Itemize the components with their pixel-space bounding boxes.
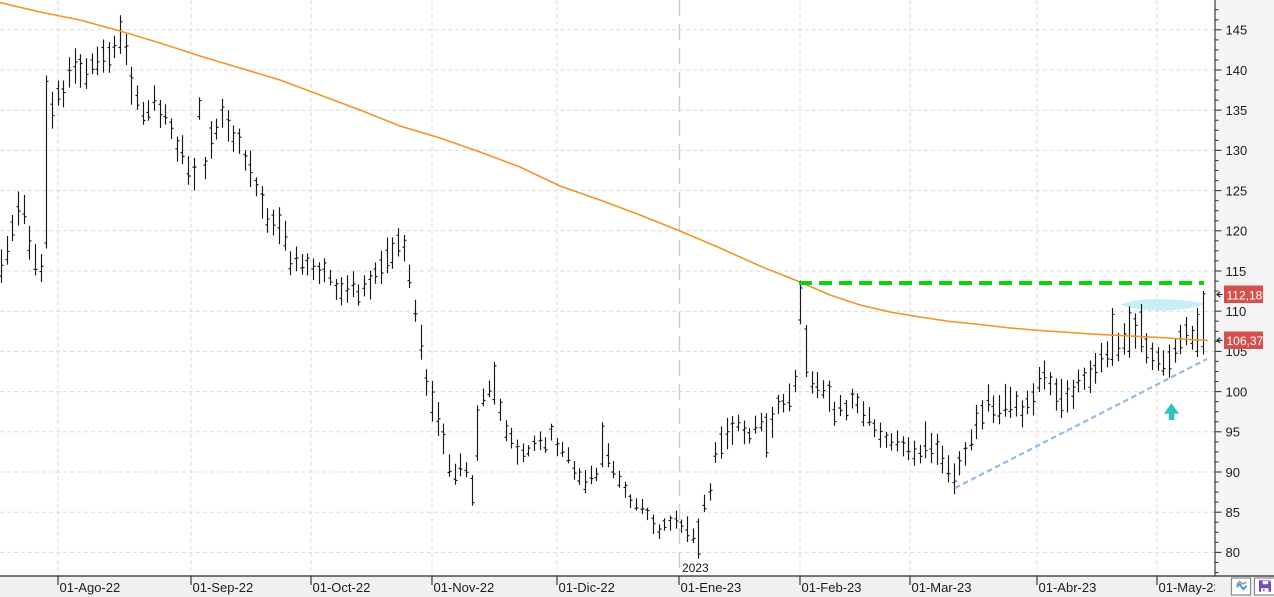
svg-text:01-Ene-23: 01-Ene-23 — [681, 580, 742, 595]
svg-text:2023: 2023 — [682, 561, 709, 575]
svg-text:01-Dic-22: 01-Dic-22 — [559, 580, 615, 595]
svg-text:01-May-23: 01-May-23 — [1159, 580, 1221, 595]
svg-text:80: 80 — [1226, 545, 1240, 560]
svg-text:110: 110 — [1226, 304, 1247, 319]
svg-text:01-Feb-23: 01-Feb-23 — [802, 580, 862, 595]
svg-text:140: 140 — [1226, 63, 1248, 78]
svg-text:112,18: 112,18 — [1227, 288, 1263, 302]
svg-text:95: 95 — [1226, 425, 1240, 440]
svg-text:90: 90 — [1226, 465, 1240, 480]
svg-text:85: 85 — [1226, 505, 1240, 520]
svg-text:115: 115 — [1226, 264, 1247, 279]
svg-text:01-Oct-22: 01-Oct-22 — [313, 580, 371, 595]
svg-text:120: 120 — [1226, 224, 1248, 239]
svg-text:135: 135 — [1226, 103, 1248, 118]
svg-text:130: 130 — [1226, 143, 1248, 158]
svg-text:106,37: 106,37 — [1227, 334, 1264, 348]
svg-text:125: 125 — [1226, 183, 1248, 198]
svg-text:01-Abr-23: 01-Abr-23 — [1039, 580, 1097, 595]
svg-text:100: 100 — [1226, 384, 1248, 399]
svg-text:01-Mar-23: 01-Mar-23 — [912, 580, 972, 595]
svg-text:01-Ago-22: 01-Ago-22 — [60, 580, 121, 595]
svg-text:145: 145 — [1226, 23, 1248, 38]
svg-text:01-Sep-22: 01-Sep-22 — [193, 580, 254, 595]
svg-text:01-Nov-22: 01-Nov-22 — [434, 580, 495, 595]
